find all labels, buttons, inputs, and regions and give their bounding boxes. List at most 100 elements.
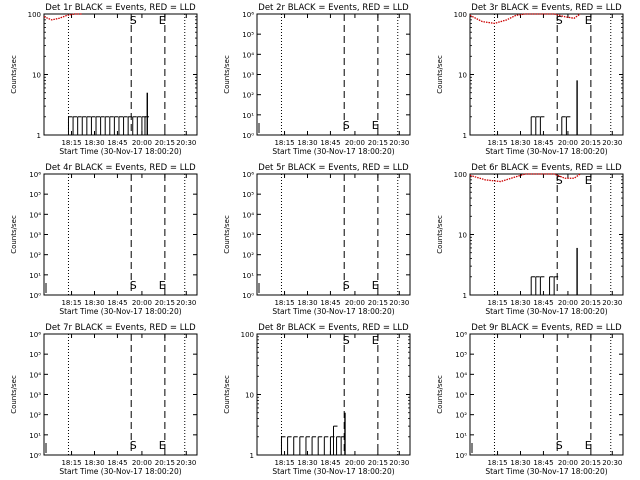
x-tick-label: 20:15 — [368, 459, 388, 467]
marker-s: S — [130, 279, 137, 292]
plot-frame — [43, 333, 198, 456]
marker-s: S — [556, 14, 563, 27]
panel-det-9: Det 9r BLACK = Events, RED = LLD 10⁰ 10¹ 10… — [436, 323, 624, 476]
x-tick-label: 20:15 — [368, 299, 388, 307]
y-tick-label: 1 — [463, 292, 467, 300]
marker-s: S — [343, 279, 350, 292]
y-tick-label: 10⁵ — [29, 191, 41, 199]
x-axis-label: Start Time (30-Nov-17 18:00:20) — [272, 307, 394, 316]
x-tick-label: 20:30 — [176, 139, 196, 147]
marker-e: E — [372, 119, 379, 132]
x-tick-label: 20:15 — [581, 139, 601, 147]
plot-frame — [469, 333, 624, 456]
y-tick-label: 10⁴ — [455, 371, 467, 379]
x-tick-label: 18:45 — [320, 459, 340, 467]
x-tick-label: 18:15 — [487, 459, 507, 467]
y-tick-label: 10⁴ — [29, 371, 41, 379]
x-tick-label: 18:45 — [107, 139, 127, 147]
y-tick-label: 10⁴ — [29, 211, 41, 219]
x-tick-label: 18:15 — [274, 459, 294, 467]
x-tick-label: 20:00 — [345, 299, 365, 307]
x-tick-label: 18:45 — [107, 299, 127, 307]
x-axis-label: Start Time (30-Nov-17 18:00:20) — [272, 467, 394, 476]
x-tick-label: 18:45 — [533, 459, 553, 467]
panel-det-7: Det 7r BLACK = Events, RED = LLD 10⁰ 10¹ 10… — [10, 323, 198, 476]
panel-det-5: Det 5r BLACK = Events, RED = LLD 10⁰ 10¹ 10… — [223, 163, 411, 316]
x-tick-label: 20:15 — [155, 139, 175, 147]
y-tick-label: 10⁰ — [29, 292, 41, 300]
marker-s: S — [130, 439, 137, 452]
x-tick-label: 18:15 — [487, 139, 507, 147]
y-tick-label: 1 — [250, 452, 254, 460]
y-tick-label: 10² — [455, 412, 467, 420]
panel-det-6: Det 6r BLACK = Events, RED = LLD 1 10 100 Co… — [436, 163, 624, 316]
y-axis-label: Counts/sec — [223, 375, 231, 414]
marker-e: E — [585, 439, 592, 452]
x-axis-label: Start Time (30-Nov-17 18:00:20) — [59, 147, 181, 156]
panel-title: Det 6r BLACK = Events, RED = LLD — [471, 163, 622, 173]
lld-curve — [469, 173, 581, 183]
marker-s: S — [343, 119, 350, 132]
y-tick-label: 10¹ — [242, 272, 254, 280]
y-tick-label: 10³ — [242, 232, 254, 240]
x-tick-label: 18:30 — [84, 139, 104, 147]
marker-e: E — [585, 14, 592, 27]
y-tick-label: 10⁵ — [242, 31, 254, 39]
x-tick-label: 20:30 — [389, 459, 409, 467]
y-tick-label: 10⁶ — [242, 171, 254, 179]
x-tick-label: 20:30 — [602, 139, 622, 147]
y-axis-label: Counts/sec — [436, 215, 444, 254]
y-tick-label: 10³ — [455, 392, 467, 400]
y-tick-label: 10³ — [29, 392, 41, 400]
plot-frame — [43, 173, 198, 296]
y-tick-label: 10⁰ — [242, 292, 254, 300]
panel-det-2: Det 2r BLACK = Events, RED = LLD 10⁰ 10¹ 10… — [223, 3, 411, 156]
x-tick-label: 20:00 — [345, 459, 365, 467]
x-tick-label: 20:30 — [389, 299, 409, 307]
panel-title: Det 4r BLACK = Events, RED = LLD — [45, 163, 196, 173]
y-tick-label: 10¹ — [455, 432, 467, 440]
y-tick-label: 10⁰ — [455, 452, 467, 460]
x-axis-label: Start Time (30-Nov-17 18:00:20) — [59, 307, 181, 316]
y-tick-label: 10² — [242, 252, 254, 260]
y-tick-label: 10³ — [29, 232, 41, 240]
y-axis-label: Counts/sec — [10, 215, 18, 254]
marker-s: S — [130, 14, 137, 27]
x-axis-label: Start Time (30-Nov-17 18:00:20) — [485, 307, 607, 316]
x-tick-label: 20:00 — [345, 139, 365, 147]
marker-s: S — [556, 174, 563, 187]
panel-title: Det 8r BLACK = Events, RED = LLD — [258, 323, 409, 333]
x-tick-label: 20:30 — [389, 139, 409, 147]
x-tick-label: 20:00 — [132, 139, 152, 147]
x-tick-label: 20:00 — [558, 299, 578, 307]
y-tick-label: 1 — [37, 132, 41, 140]
y-axis-label: Counts/sec — [436, 375, 444, 414]
x-tick-label: 20:00 — [558, 139, 578, 147]
x-tick-label: 18:45 — [320, 299, 340, 307]
y-tick-label: 10³ — [242, 72, 254, 80]
y-tick-label: 10² — [242, 92, 254, 100]
x-tick-label: 18:15 — [61, 299, 81, 307]
y-tick-label: 10 — [458, 232, 467, 240]
x-axis-label: Start Time (30-Nov-17 18:00:20) — [485, 467, 607, 476]
y-tick-label: 10⁰ — [242, 132, 254, 140]
panel-title: Det 2r BLACK = Events, RED = LLD — [258, 3, 409, 13]
x-tick-label: 20:15 — [155, 459, 175, 467]
x-tick-label: 18:45 — [533, 139, 553, 147]
plot-frame — [469, 173, 624, 296]
x-tick-label: 20:30 — [602, 459, 622, 467]
y-tick-label: 100 — [28, 11, 41, 19]
x-tick-label: 20:15 — [581, 459, 601, 467]
y-tick-label: 10⁵ — [242, 191, 254, 199]
y-tick-label: 10⁶ — [455, 331, 467, 339]
marker-e: E — [585, 174, 592, 187]
x-tick-label: 20:00 — [132, 459, 152, 467]
panel-title: Det 9r BLACK = Events, RED = LLD — [471, 323, 622, 333]
x-tick-label: 20:15 — [368, 139, 388, 147]
x-tick-label: 20:30 — [176, 299, 196, 307]
x-tick-label: 18:15 — [274, 299, 294, 307]
x-tick-label: 18:30 — [84, 459, 104, 467]
y-axis-label: Counts/sec — [436, 55, 444, 94]
x-tick-label: 20:15 — [581, 299, 601, 307]
x-tick-label: 20:30 — [176, 459, 196, 467]
